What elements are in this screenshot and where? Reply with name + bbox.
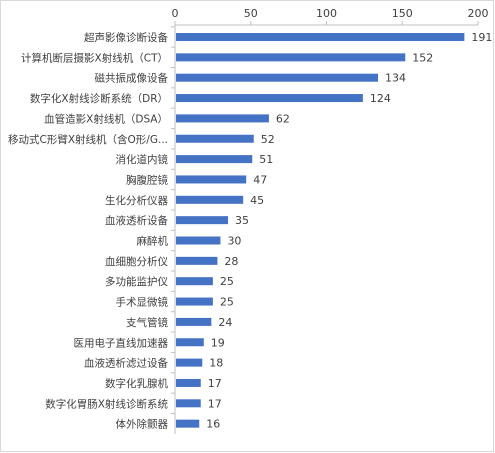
bar bbox=[176, 338, 204, 347]
x-tick-label: 200 bbox=[468, 7, 489, 20]
value-label: 16 bbox=[206, 418, 220, 431]
bar bbox=[176, 297, 213, 306]
bar bbox=[176, 134, 254, 143]
value-label: 28 bbox=[224, 255, 238, 268]
value-label: 134 bbox=[385, 72, 406, 85]
value-label: 17 bbox=[208, 377, 222, 390]
value-label: 18 bbox=[209, 357, 223, 370]
value-label: 30 bbox=[227, 235, 241, 248]
category-label: 手术显微镜 bbox=[116, 296, 169, 309]
bar bbox=[176, 419, 200, 428]
value-label: 45 bbox=[250, 194, 264, 207]
category-label: 血管造影X射线机（DSA） bbox=[44, 112, 168, 125]
category-label: 血液透析设备 bbox=[105, 214, 168, 227]
bar bbox=[176, 114, 269, 123]
value-label: 35 bbox=[235, 214, 249, 227]
value-label: 19 bbox=[211, 336, 225, 349]
value-label: 62 bbox=[276, 112, 290, 125]
category-label: 血细胞分析仪 bbox=[105, 255, 168, 268]
category-label: 消化道内镜 bbox=[116, 153, 169, 166]
value-label: 25 bbox=[220, 296, 234, 309]
category-label: 数字化X射线诊断系统（DR） bbox=[30, 92, 168, 105]
category-label: 生化分析仪器 bbox=[105, 194, 168, 207]
bar bbox=[176, 399, 201, 408]
x-axis: 0 50 100 150 200 bbox=[172, 7, 489, 26]
bar bbox=[176, 155, 253, 164]
value-label: 52 bbox=[261, 133, 275, 146]
bar bbox=[176, 277, 213, 286]
category-label: 移动式C形臂X射线机（含O形/G... bbox=[8, 133, 168, 146]
category-label: 麻醉机 bbox=[137, 235, 169, 248]
x-tick-label: 50 bbox=[244, 7, 258, 20]
category-label: 体外除颤器 bbox=[116, 418, 169, 431]
bar bbox=[176, 33, 465, 41]
category-label: 超声影像诊断设备 bbox=[84, 31, 168, 44]
value-label: 24 bbox=[218, 316, 232, 329]
bar bbox=[176, 358, 203, 367]
category-label: 磁共振成像设备 bbox=[95, 72, 169, 85]
value-label: 17 bbox=[208, 397, 222, 410]
bar bbox=[176, 175, 247, 184]
value-label: 191 bbox=[471, 31, 492, 44]
bar bbox=[176, 317, 212, 326]
bar bbox=[176, 53, 406, 62]
bar bbox=[176, 73, 379, 82]
value-label: 47 bbox=[253, 173, 267, 186]
category-label: 多功能监护仪 bbox=[105, 275, 168, 288]
bar bbox=[176, 94, 363, 103]
category-label: 支气管镜 bbox=[126, 316, 168, 329]
bar bbox=[176, 236, 221, 245]
value-label: 124 bbox=[370, 92, 391, 105]
bar bbox=[176, 256, 218, 265]
bar bbox=[176, 195, 244, 204]
x-tick-label: 150 bbox=[392, 7, 413, 20]
value-label: 152 bbox=[412, 51, 433, 64]
category-label: 数字化胃肠X射线诊断系统 bbox=[45, 397, 168, 410]
category-label: 计算机断层摄影X射线机（CT） bbox=[21, 51, 168, 64]
value-label: 25 bbox=[220, 275, 234, 288]
bar bbox=[176, 378, 201, 387]
bar bbox=[176, 216, 229, 225]
category-label: 胸腹腔镜 bbox=[126, 173, 168, 186]
x-tick-label: 0 bbox=[172, 7, 179, 20]
x-tick-label: 100 bbox=[316, 7, 337, 20]
value-label: 51 bbox=[259, 153, 273, 166]
category-label: 数字化乳腺机 bbox=[105, 377, 168, 390]
category-label: 血液透析滤过设备 bbox=[84, 357, 168, 370]
bars bbox=[176, 33, 465, 428]
category-label: 医用电子直线加速器 bbox=[74, 336, 169, 349]
